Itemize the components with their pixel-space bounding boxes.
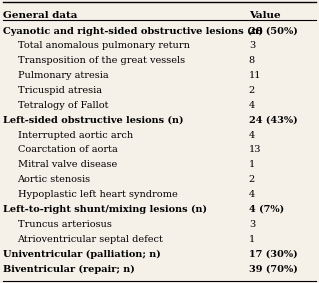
Text: 1: 1: [249, 235, 255, 244]
Text: Hypoplastic left heart syndrome: Hypoplastic left heart syndrome: [18, 190, 177, 199]
Text: 4: 4: [249, 190, 255, 199]
Text: 4 (7%): 4 (7%): [249, 205, 284, 214]
Text: 2: 2: [249, 175, 255, 184]
Text: Coarctation of aorta: Coarctation of aorta: [18, 145, 117, 155]
Text: Truncus arteriosus: Truncus arteriosus: [18, 220, 111, 229]
Text: Aortic stenosis: Aortic stenosis: [18, 175, 91, 184]
Text: Value: Value: [249, 11, 280, 20]
Text: 11: 11: [249, 71, 261, 80]
Text: 4: 4: [249, 101, 255, 110]
Text: 17 (30%): 17 (30%): [249, 250, 297, 259]
Text: 3: 3: [249, 220, 255, 229]
Text: Interrupted aortic arch: Interrupted aortic arch: [18, 130, 133, 140]
Text: 39 (70%): 39 (70%): [249, 265, 298, 273]
Text: Tricuspid atresia: Tricuspid atresia: [18, 86, 101, 95]
Text: 3: 3: [249, 41, 255, 50]
Text: General data: General data: [3, 11, 78, 20]
Text: Tetralogy of Fallot: Tetralogy of Fallot: [18, 101, 108, 110]
Text: 24 (43%): 24 (43%): [249, 116, 297, 125]
Text: Atrioventricular septal defect: Atrioventricular septal defect: [18, 235, 163, 244]
Text: Univentricular (palliation; n): Univentricular (palliation; n): [3, 250, 161, 259]
Text: Left-sided obstructive lesions (n): Left-sided obstructive lesions (n): [3, 116, 184, 125]
Text: 1: 1: [249, 160, 255, 169]
Text: 2: 2: [249, 86, 255, 95]
Text: Transposition of the great vessels: Transposition of the great vessels: [18, 56, 185, 65]
Text: Biventricular (repair; n): Biventricular (repair; n): [3, 265, 135, 274]
Text: Left-to-right shunt/mixing lesions (n): Left-to-right shunt/mixing lesions (n): [3, 205, 207, 214]
Text: 28 (50%): 28 (50%): [249, 26, 298, 35]
Text: 8: 8: [249, 56, 255, 65]
Text: Pulmonary atresia: Pulmonary atresia: [18, 71, 108, 80]
Text: Total anomalous pulmonary return: Total anomalous pulmonary return: [18, 41, 189, 50]
Text: 4: 4: [249, 130, 255, 140]
Text: Mitral valve disease: Mitral valve disease: [18, 160, 117, 169]
Text: 13: 13: [249, 145, 261, 155]
Text: Cyanotic and right-sided obstructive lesions (n): Cyanotic and right-sided obstructive les…: [3, 26, 263, 36]
